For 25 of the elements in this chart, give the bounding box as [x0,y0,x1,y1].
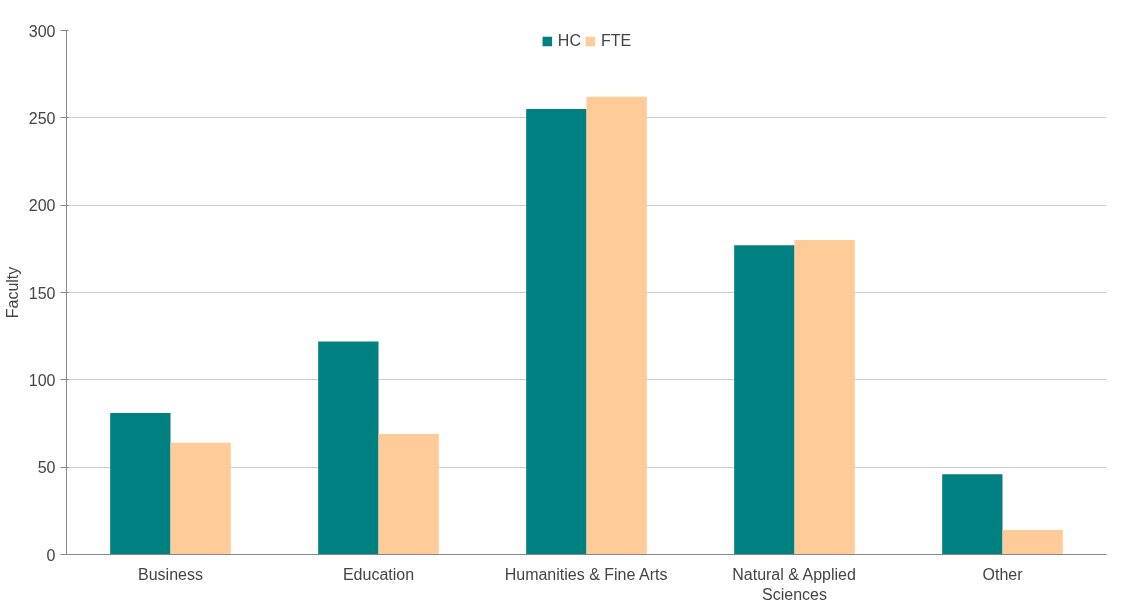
bar [378,433,439,555]
x-tick-label: Education [342,565,415,583]
bar [526,109,587,555]
y-tick-label: 300 [28,22,56,40]
bar [586,96,647,555]
bar [942,474,1003,555]
y-tick-label: 100 [28,371,56,389]
x-tick-label: Natural & Applied Sciences [732,565,856,603]
x-tick-label: Humanities & Fine Arts [504,565,668,583]
y-tick-label: 200 [28,197,56,215]
y-tick-label: 150 [28,284,56,302]
y-axis-title: Faculty [3,266,21,319]
bar [1002,530,1063,555]
bar [318,341,379,555]
y-tick-label: 250 [28,109,56,127]
bar [170,442,231,555]
y-tick-label: 0 [46,546,56,564]
x-tick-label: Other [982,565,1024,583]
x-tick-label: Business [138,565,203,583]
bar [734,245,795,555]
legend-label: HC [557,32,581,50]
y-tick-label: 50 [37,459,56,477]
legend-label: FTE [600,32,632,50]
bar [794,240,855,555]
bar [110,413,171,555]
